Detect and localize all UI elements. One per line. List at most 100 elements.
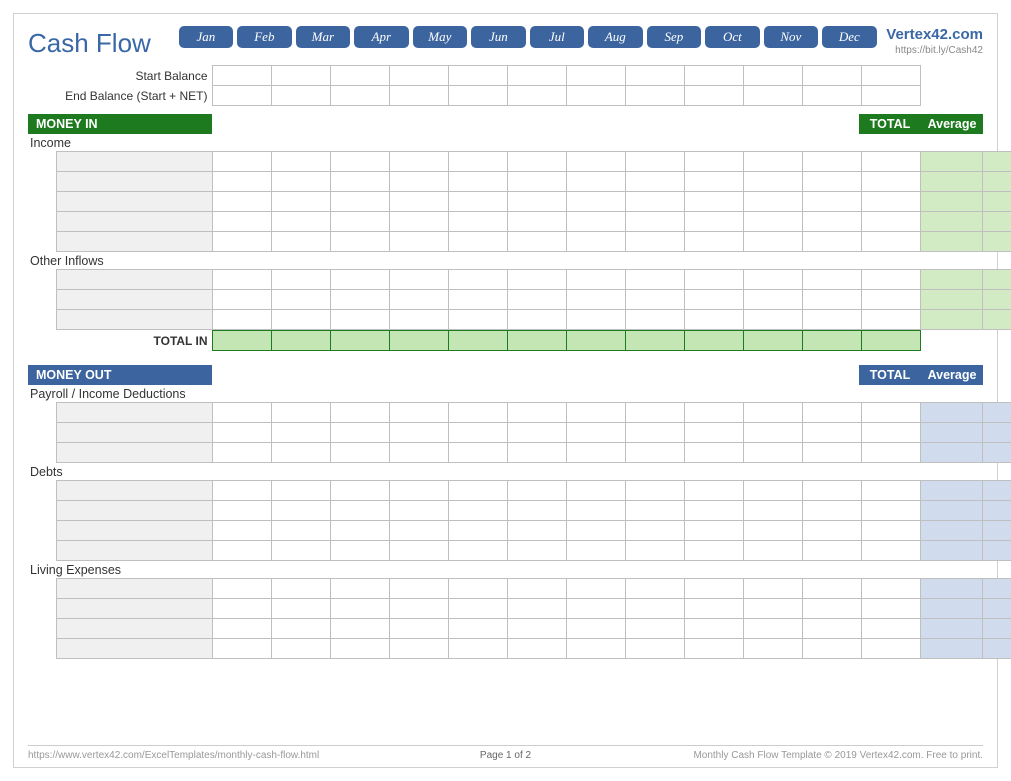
- cell[interactable]: [684, 541, 743, 561]
- cell[interactable]: [743, 192, 802, 212]
- cell[interactable]: [684, 501, 743, 521]
- cell[interactable]: [330, 619, 389, 639]
- cell[interactable]: [802, 192, 861, 212]
- cell[interactable]: [330, 232, 389, 252]
- cell[interactable]: [271, 270, 330, 290]
- cell[interactable]: [625, 521, 684, 541]
- row-label-cell[interactable]: [56, 172, 212, 192]
- cell[interactable]: [684, 579, 743, 599]
- cell[interactable]: [802, 86, 861, 106]
- cell[interactable]: [566, 270, 625, 290]
- cell[interactable]: [861, 639, 920, 659]
- cell[interactable]: [743, 212, 802, 232]
- cell[interactable]: [743, 310, 802, 330]
- cell[interactable]: [861, 403, 920, 423]
- cell[interactable]: [389, 423, 448, 443]
- cell[interactable]: [271, 86, 330, 106]
- cell[interactable]: [448, 172, 507, 192]
- cell[interactable]: [271, 66, 330, 86]
- cell[interactable]: [802, 290, 861, 310]
- cell[interactable]: [330, 403, 389, 423]
- cell[interactable]: [743, 579, 802, 599]
- cell[interactable]: [743, 521, 802, 541]
- cell[interactable]: [625, 501, 684, 521]
- cell[interactable]: [271, 212, 330, 232]
- cell[interactable]: [625, 152, 684, 172]
- cell[interactable]: [566, 172, 625, 192]
- cell[interactable]: [389, 403, 448, 423]
- cell[interactable]: [212, 310, 271, 330]
- cell[interactable]: [861, 481, 920, 501]
- cell[interactable]: [625, 619, 684, 639]
- cell[interactable]: [507, 310, 566, 330]
- cell[interactable]: [566, 290, 625, 310]
- cell[interactable]: [389, 86, 448, 106]
- cell[interactable]: [330, 599, 389, 619]
- cell[interactable]: [743, 66, 802, 86]
- cell[interactable]: [566, 152, 625, 172]
- cell[interactable]: [566, 66, 625, 86]
- row-label-cell[interactable]: [56, 270, 212, 290]
- cell[interactable]: [212, 290, 271, 310]
- cell[interactable]: [448, 521, 507, 541]
- cell[interactable]: [861, 579, 920, 599]
- cell[interactable]: [389, 599, 448, 619]
- cell[interactable]: [802, 172, 861, 192]
- cell[interactable]: [861, 619, 920, 639]
- cell[interactable]: [507, 639, 566, 659]
- cell[interactable]: [802, 639, 861, 659]
- cell[interactable]: [330, 192, 389, 212]
- cell[interactable]: [271, 541, 330, 561]
- cell[interactable]: [861, 232, 920, 252]
- cell[interactable]: [448, 541, 507, 561]
- cell[interactable]: [212, 639, 271, 659]
- cell[interactable]: [389, 639, 448, 659]
- cell[interactable]: [566, 443, 625, 463]
- row-label-cell[interactable]: [56, 423, 212, 443]
- cell[interactable]: [743, 639, 802, 659]
- cell[interactable]: [330, 481, 389, 501]
- cell[interactable]: [389, 501, 448, 521]
- cell[interactable]: [448, 86, 507, 106]
- cell[interactable]: [861, 521, 920, 541]
- row-label-cell[interactable]: [56, 579, 212, 599]
- cell[interactable]: [271, 619, 330, 639]
- cell[interactable]: [330, 66, 389, 86]
- cell[interactable]: [212, 86, 271, 106]
- cell[interactable]: [271, 192, 330, 212]
- cell[interactable]: [330, 310, 389, 330]
- cell[interactable]: [212, 501, 271, 521]
- cell[interactable]: [802, 443, 861, 463]
- row-label-cell[interactable]: [56, 639, 212, 659]
- cell[interactable]: [802, 579, 861, 599]
- cell[interactable]: [507, 541, 566, 561]
- cell[interactable]: [507, 599, 566, 619]
- row-label-cell[interactable]: [56, 501, 212, 521]
- cell[interactable]: [684, 310, 743, 330]
- cell[interactable]: [448, 639, 507, 659]
- cell[interactable]: [271, 481, 330, 501]
- cell[interactable]: [625, 192, 684, 212]
- cell[interactable]: [684, 86, 743, 106]
- cell[interactable]: [684, 270, 743, 290]
- row-label-cell[interactable]: [56, 152, 212, 172]
- cell[interactable]: [625, 310, 684, 330]
- cell[interactable]: [507, 579, 566, 599]
- cell[interactable]: [625, 599, 684, 619]
- cell[interactable]: [625, 232, 684, 252]
- cell[interactable]: [802, 423, 861, 443]
- cell[interactable]: [507, 290, 566, 310]
- cell[interactable]: [212, 481, 271, 501]
- cell[interactable]: [684, 403, 743, 423]
- cell[interactable]: [684, 443, 743, 463]
- cell[interactable]: [802, 270, 861, 290]
- cell[interactable]: [212, 541, 271, 561]
- cell[interactable]: [625, 290, 684, 310]
- cell[interactable]: [861, 172, 920, 192]
- cell[interactable]: [271, 152, 330, 172]
- cell[interactable]: [861, 599, 920, 619]
- cell[interactable]: [507, 172, 566, 192]
- cell[interactable]: [448, 599, 507, 619]
- cell[interactable]: [684, 232, 743, 252]
- cell[interactable]: [743, 403, 802, 423]
